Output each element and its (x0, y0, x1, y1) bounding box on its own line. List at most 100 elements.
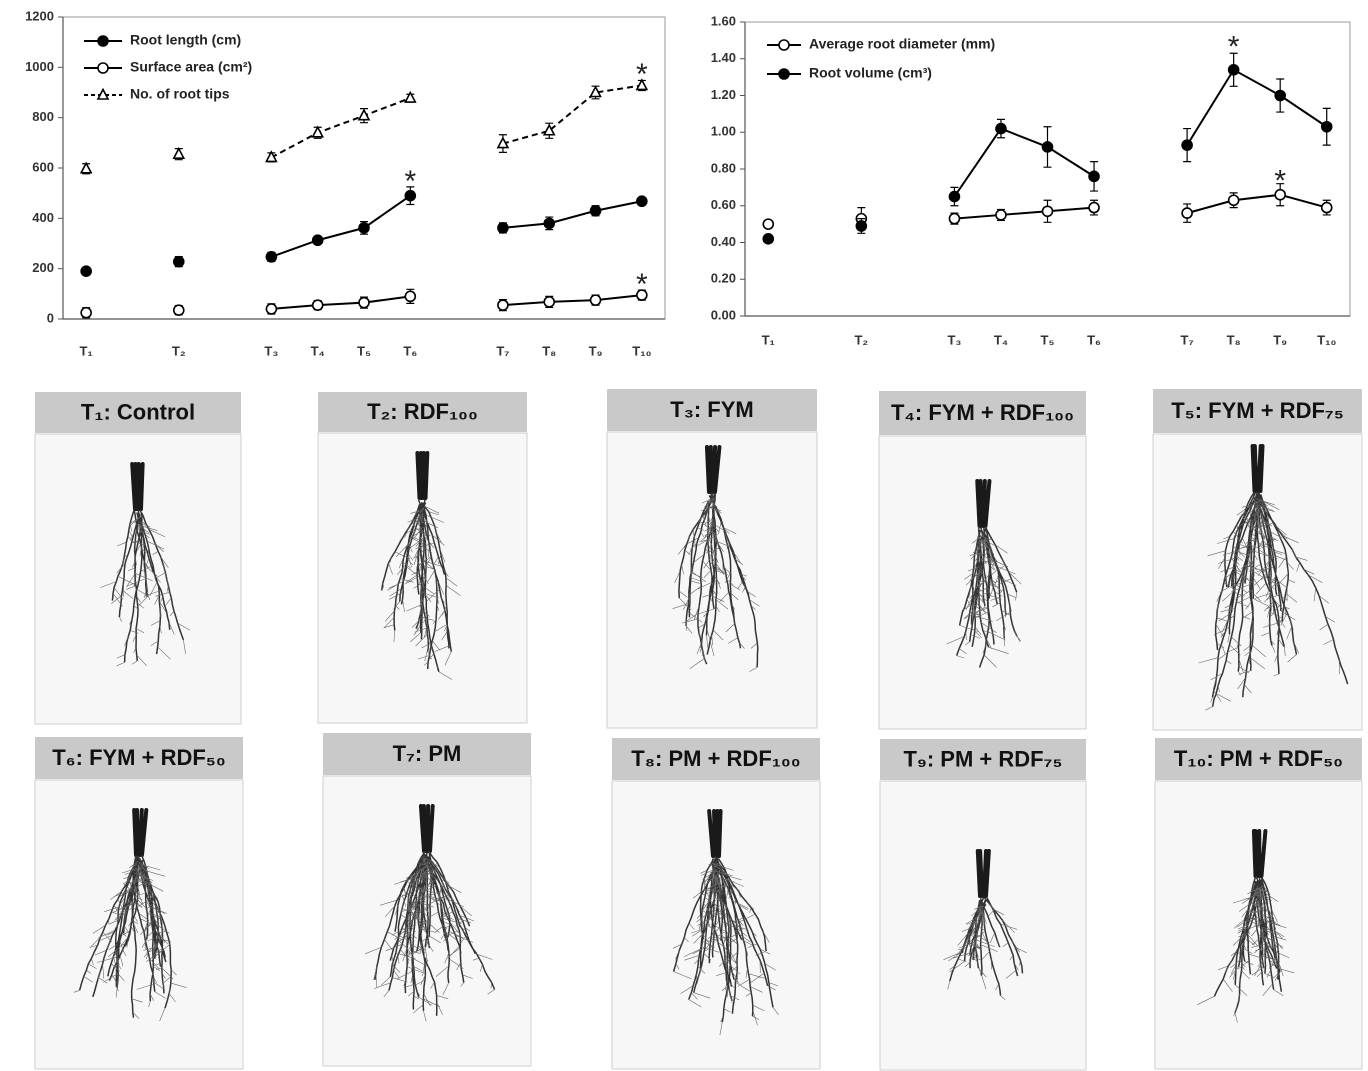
y-tick-label: 0.20 (711, 271, 736, 286)
x-tick-label: T₉ (1273, 332, 1287, 347)
panel-header (880, 739, 1086, 780)
y-tick-label: 1000 (25, 59, 54, 74)
point (995, 122, 1007, 135)
panel: T₆: FYM + RDF₅₀ (34, 737, 244, 1070)
point (948, 212, 961, 225)
x-tick-label: T₈ (542, 343, 556, 358)
annotation: * (636, 268, 648, 301)
x-tick-label: T₅ (1041, 332, 1055, 347)
point (404, 290, 417, 303)
point (497, 299, 509, 311)
x-tick-label: T₁ (79, 343, 92, 358)
y-tick-label: 1.00 (711, 124, 736, 139)
point (1041, 205, 1054, 218)
point (172, 255, 185, 268)
root-stem (1250, 444, 1265, 493)
panel: T₃: FYM (606, 389, 818, 729)
root-fine (364, 856, 495, 1022)
panel-header (607, 389, 817, 431)
panel-label: T₅: FYM + RDF₇₅ (1171, 398, 1344, 423)
point (762, 218, 775, 230)
y-tick-label: 0.00 (711, 307, 736, 322)
x-tick-label: T₄ (311, 343, 325, 358)
legend-marker (97, 35, 109, 47)
root-stem (975, 479, 992, 528)
point (311, 125, 325, 138)
annotation: * (1274, 164, 1286, 197)
y-tick-label: 0.80 (711, 160, 736, 175)
panel-header (35, 737, 243, 779)
point (1274, 89, 1286, 102)
point (311, 299, 324, 311)
point (80, 306, 92, 319)
point (311, 234, 324, 247)
point (543, 296, 556, 308)
legend-label: Average root diameter (mm) (809, 36, 995, 52)
panel-label: T₃: FYM (670, 397, 754, 422)
legend-marker (778, 39, 790, 51)
root-fine (382, 505, 461, 680)
point (542, 123, 556, 136)
x-tick-label: T₁₀ (1317, 332, 1336, 347)
panel-label: T₂: RDF₁₀₀ (367, 399, 478, 424)
root-fine (73, 861, 187, 1022)
y-tick-label: 200 (32, 260, 54, 275)
panel-label: T₁₀: PM + RDF₅₀ (1174, 746, 1343, 771)
x-tick-label: T₅ (357, 343, 371, 358)
point (358, 222, 370, 234)
annotation: * (404, 165, 416, 198)
legend-marker (96, 87, 110, 100)
root-fine (1197, 884, 1295, 1023)
y-tick-label: 600 (32, 159, 54, 174)
point (589, 204, 602, 217)
x-tick-label: T₇ (1181, 332, 1194, 347)
point (79, 161, 93, 174)
root-fine (943, 903, 1027, 1001)
chart: 0 200 400 600 800 1000 1200 T₁ T₂ T₃ T₄ T₅ T₆ T₇ T₈ T₉ T… (25, 8, 666, 358)
panel-header (1153, 389, 1362, 433)
point (172, 304, 185, 316)
legend-marker (778, 68, 790, 80)
root-stem (975, 849, 991, 898)
panel: T₅: FYM + RDF₇₅ (1152, 389, 1363, 731)
point (358, 296, 370, 309)
y-tick-label: 1.60 (711, 13, 736, 28)
series-line (954, 193, 1327, 220)
root-fine (672, 497, 760, 672)
point (543, 217, 556, 230)
x-tick-label: T₂ (854, 332, 868, 347)
point (948, 190, 961, 203)
panel-header (1155, 738, 1362, 780)
panel: T₈: PM + RDF₁₀₀ (611, 738, 821, 1070)
panel: T₂: RDF₁₀₀ (317, 392, 528, 724)
series-line (270, 84, 642, 159)
point (265, 150, 278, 163)
point (1227, 194, 1240, 207)
legend-label: Root volume (cm³) (809, 65, 932, 81)
x-tick-label: T₉ (589, 343, 603, 358)
chart: 0.00 0.20 0.40 0.60 0.80 1.00 1.20 1.40 1.60 T₁ T₂… (711, 13, 1351, 347)
point (762, 233, 775, 245)
point (404, 189, 417, 202)
panel: T₁: Control (34, 392, 242, 725)
root-fine (1198, 498, 1340, 711)
legend-marker (97, 62, 109, 74)
y-tick-label: 1200 (25, 8, 54, 23)
legend-label: No. of root tips (130, 86, 230, 102)
series-line (271, 194, 643, 258)
x-tick-label: T₁ (762, 332, 775, 347)
y-tick-label: 0.60 (711, 197, 736, 212)
panel-label: T₆: FYM + RDF₅₀ (52, 745, 226, 770)
root-stem (704, 445, 722, 494)
point (403, 90, 417, 103)
photo (879, 780, 1087, 1071)
series-line (271, 294, 642, 310)
y-tick-label: 400 (32, 210, 54, 225)
x-tick-label: T₆ (403, 343, 417, 358)
root-fine (946, 531, 1022, 668)
legend-label: Surface area (cm²) (130, 59, 252, 75)
root-stem (1251, 829, 1268, 878)
root-fine (99, 515, 190, 667)
point (1227, 63, 1240, 76)
